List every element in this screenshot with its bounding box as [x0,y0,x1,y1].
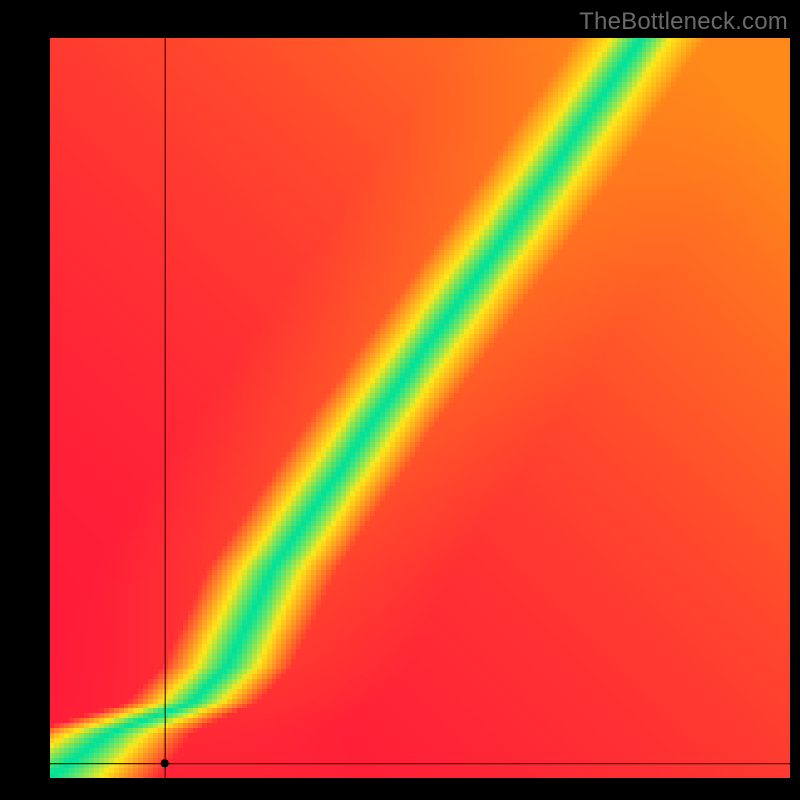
bottleneck-heatmap [50,38,790,778]
watermark-text: TheBottleneck.com [579,8,788,36]
chart-container: TheBottleneck.com [0,0,800,800]
